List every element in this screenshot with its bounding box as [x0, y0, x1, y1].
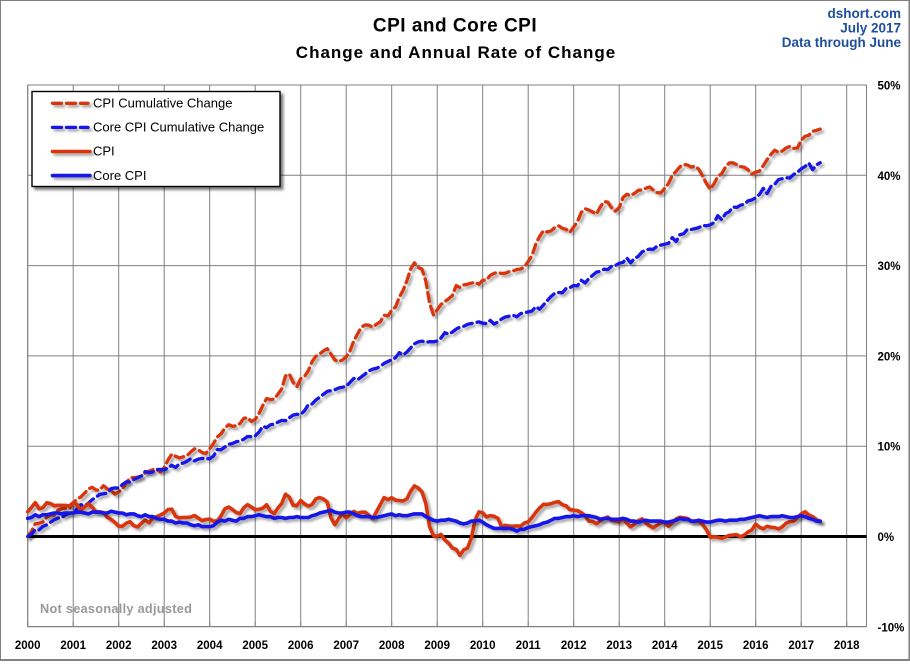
svg-text:2013: 2013: [606, 640, 632, 652]
svg-text:2012: 2012: [561, 640, 587, 652]
svg-text:Change and Annual Rate of Chan: Change and Annual Rate of Change: [296, 43, 616, 62]
svg-text:10%: 10%: [878, 442, 901, 454]
svg-text:2001: 2001: [60, 640, 86, 652]
svg-text:2011: 2011: [516, 640, 542, 652]
svg-text:2015: 2015: [697, 640, 723, 652]
svg-text:2008: 2008: [379, 640, 405, 652]
svg-text:dshort.com: dshort.com: [827, 6, 901, 21]
svg-text:July 2017: July 2017: [840, 21, 901, 36]
svg-text:20%: 20%: [878, 351, 901, 363]
svg-text:2010: 2010: [470, 640, 496, 652]
svg-text:50%: 50%: [878, 81, 901, 93]
svg-text:CPI and Core CPI: CPI and Core CPI: [373, 16, 537, 37]
svg-text:Core CPI Cumulative Change: Core CPI Cumulative Change: [93, 120, 264, 135]
svg-text:40%: 40%: [878, 171, 901, 183]
svg-text:Core CPI: Core CPI: [93, 168, 146, 183]
svg-text:2017: 2017: [788, 640, 814, 652]
svg-text:30%: 30%: [878, 261, 901, 273]
svg-text:Data through June: Data through June: [782, 35, 902, 50]
svg-text:2004: 2004: [197, 640, 223, 652]
svg-text:2002: 2002: [106, 640, 132, 652]
svg-text:2007: 2007: [333, 640, 359, 652]
svg-text:CPI Cumulative Change: CPI Cumulative Change: [93, 96, 232, 111]
svg-text:2003: 2003: [151, 640, 177, 652]
svg-text:Not seasonally adjusted: Not seasonally adjusted: [40, 602, 192, 616]
svg-text:2009: 2009: [424, 640, 450, 652]
svg-text:-10%: -10%: [878, 622, 905, 634]
svg-text:2016: 2016: [743, 640, 769, 652]
svg-text:CPI: CPI: [93, 144, 115, 159]
svg-text:2006: 2006: [288, 640, 314, 652]
svg-text:2018: 2018: [834, 640, 860, 652]
svg-text:2000: 2000: [15, 640, 41, 652]
svg-text:2014: 2014: [652, 640, 678, 652]
svg-text:0%: 0%: [878, 532, 895, 544]
svg-text:2005: 2005: [242, 640, 268, 652]
